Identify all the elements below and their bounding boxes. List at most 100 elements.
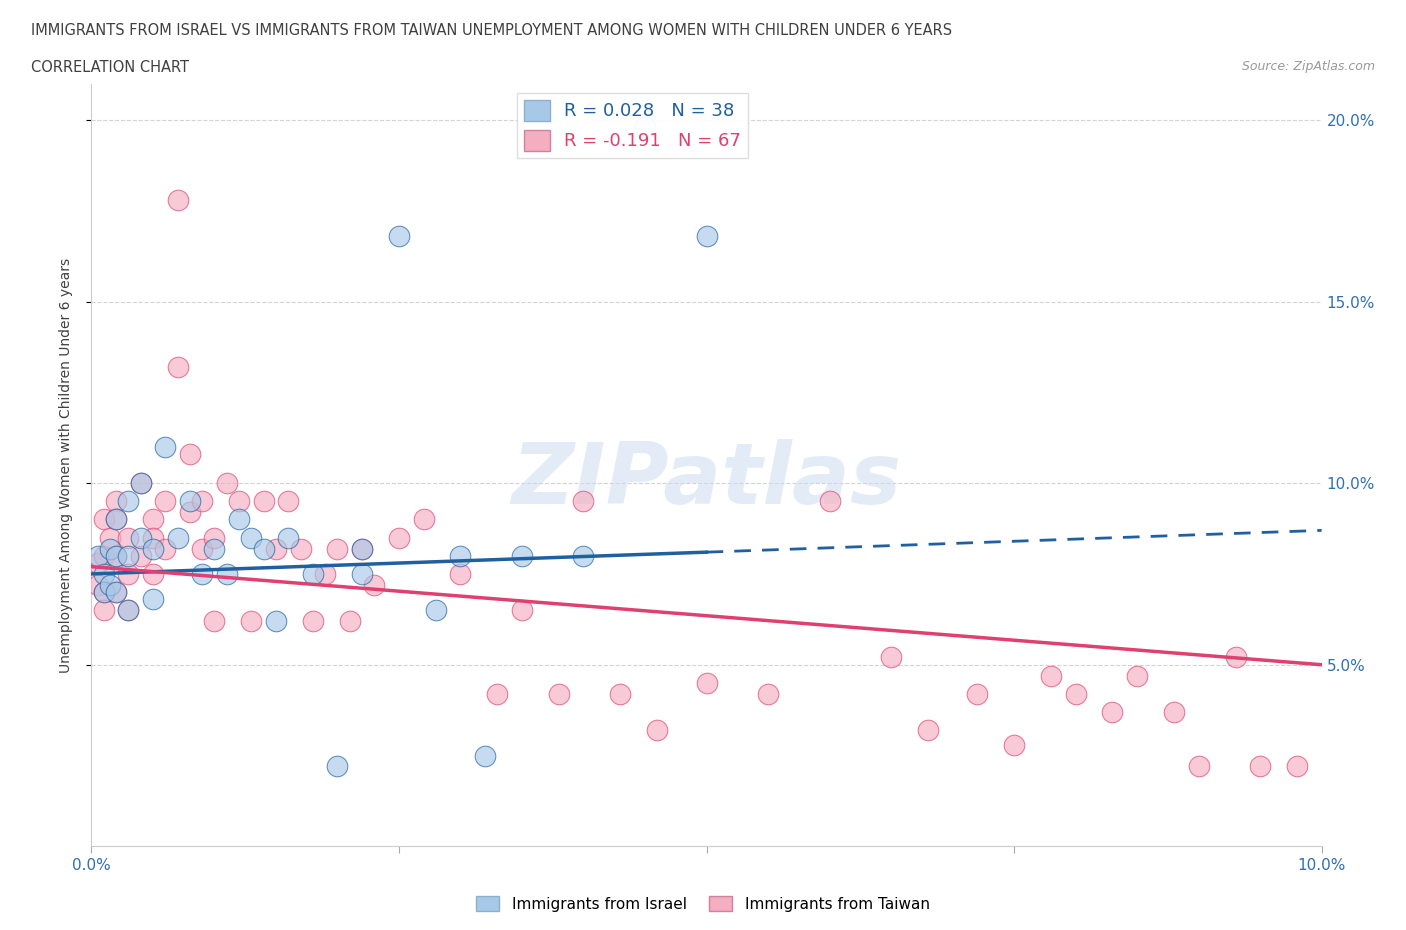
Point (117, 603, 139, 618)
Point (547, 686, 569, 701)
Point (388, 530, 411, 545)
Point (818, 494, 841, 509)
Point (93, 585, 115, 600)
Point (93, 585, 115, 600)
Text: CORRELATION CHART: CORRELATION CHART (31, 60, 188, 75)
Point (129, 476, 152, 491)
Point (98, 541, 121, 556)
Point (98, 578, 121, 592)
Point (153, 439, 177, 454)
Point (696, 229, 718, 244)
Point (756, 686, 779, 701)
Point (142, 512, 165, 527)
Point (129, 476, 152, 491)
Point (117, 603, 139, 618)
Point (449, 549, 471, 564)
Point (1064, 686, 1087, 701)
Point (105, 549, 127, 564)
Point (290, 541, 312, 556)
Point (1126, 668, 1149, 683)
Point (129, 549, 152, 564)
Point (98, 530, 121, 545)
Point (363, 578, 385, 592)
Point (253, 494, 276, 509)
Point (202, 614, 225, 629)
Point (880, 650, 903, 665)
Point (93, 566, 115, 581)
Point (1286, 759, 1309, 774)
Point (277, 494, 299, 509)
Point (314, 566, 336, 581)
Point (1163, 705, 1185, 720)
Legend: R = 0.028   N = 38, R = -0.191   N = 67: R = 0.028 N = 38, R = -0.191 N = 67 (517, 93, 748, 158)
Point (696, 675, 718, 690)
Point (634, 120, 657, 135)
Point (117, 549, 139, 564)
Point (117, 530, 139, 545)
Point (228, 494, 250, 509)
Point (645, 723, 668, 737)
Point (202, 530, 225, 545)
Point (350, 541, 373, 556)
Point (1187, 759, 1209, 774)
Point (425, 603, 447, 618)
Point (326, 759, 349, 774)
Point (412, 512, 434, 527)
Point (166, 530, 188, 545)
Point (264, 541, 287, 556)
Point (179, 446, 201, 461)
Point (240, 530, 263, 545)
Point (179, 505, 201, 520)
Text: IMMIGRANTS FROM ISRAEL VS IMMIGRANTS FROM TAIWAN UNEMPLOYMENT AMONG WOMEN WITH C: IMMIGRANTS FROM ISRAEL VS IMMIGRANTS FRO… (31, 23, 952, 38)
Point (142, 530, 165, 545)
Point (510, 549, 533, 564)
Point (215, 566, 238, 581)
Point (388, 229, 411, 244)
Point (191, 494, 214, 509)
Point (301, 566, 323, 581)
Point (253, 541, 276, 556)
Point (572, 494, 595, 509)
Point (350, 541, 373, 556)
Text: ZIPatlas: ZIPatlas (512, 439, 901, 522)
Point (191, 541, 214, 556)
Point (142, 566, 165, 581)
Point (179, 494, 201, 509)
Text: Source: ZipAtlas.com: Source: ZipAtlas.com (1241, 60, 1375, 73)
Point (86, 555, 108, 570)
Point (572, 549, 595, 564)
Point (93, 512, 115, 527)
Point (264, 614, 287, 629)
Point (105, 512, 127, 527)
Point (350, 566, 373, 581)
Point (326, 541, 349, 556)
Point (966, 686, 988, 701)
Point (215, 476, 238, 491)
Point (153, 494, 177, 509)
Point (117, 566, 139, 581)
Point (86, 549, 108, 564)
Point (228, 512, 250, 527)
Point (474, 748, 496, 763)
Point (1225, 650, 1247, 665)
Point (105, 585, 127, 600)
Point (1039, 668, 1063, 683)
Y-axis label: Unemployment Among Women with Children Under 6 years: Unemployment Among Women with Children U… (59, 258, 73, 672)
Point (129, 530, 152, 545)
Point (449, 566, 471, 581)
Point (166, 360, 188, 375)
Point (191, 566, 214, 581)
Point (202, 541, 225, 556)
Point (240, 614, 263, 629)
Point (86, 578, 108, 592)
Point (1002, 737, 1025, 752)
Point (609, 686, 631, 701)
Point (1249, 759, 1271, 774)
Point (301, 614, 323, 629)
Point (339, 614, 361, 629)
Point (166, 193, 188, 207)
Point (117, 494, 139, 509)
Point (105, 494, 127, 509)
Point (93, 549, 115, 564)
Point (917, 723, 939, 737)
